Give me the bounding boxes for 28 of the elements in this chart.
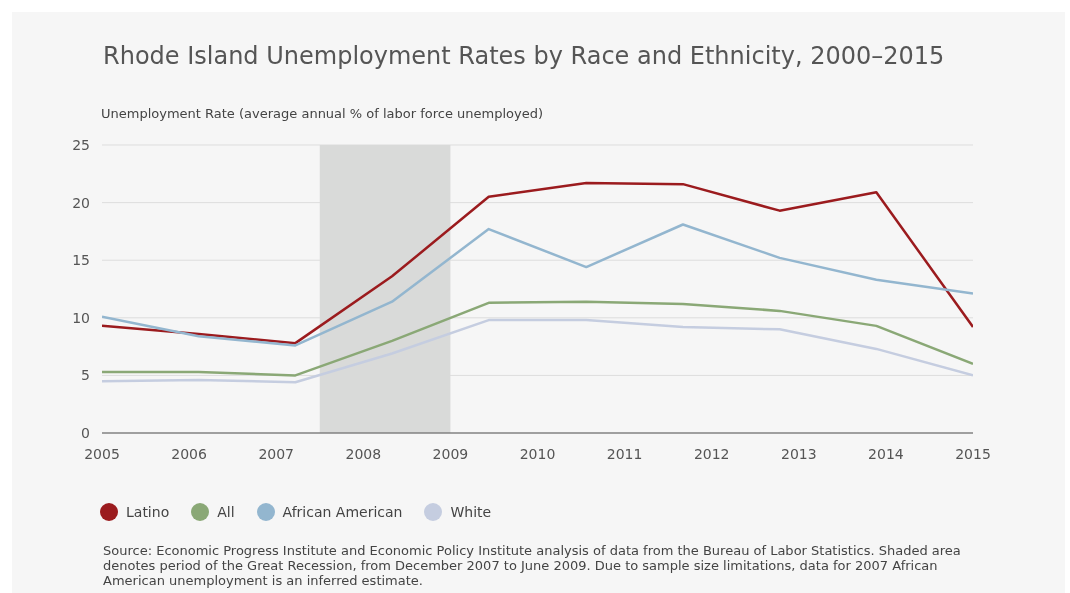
line-series [102,223,973,347]
y-tick-label: 0 [81,424,90,441]
y-axis-title: Unemployment Rate (average annual % of labor force unemployed) [101,106,544,121]
x-tick-label: 2014 [868,445,904,462]
y-tick-label: 10 [72,309,90,326]
x-tick-label: 2010 [519,445,556,462]
line-series [102,318,973,384]
y-tick-label: 15 [72,252,90,269]
x-tick-label: 2009 [432,445,469,462]
legend-label: White [450,504,492,520]
x-tick-label: 2015 [955,445,991,462]
legend-label: Latino [126,504,170,520]
legend-label: African American [282,504,403,520]
chart-title: Rhode Island Unemployment Rates by Race and Ethnicity, 2000–2015 [103,42,945,70]
y-tick-label: 20 [72,194,90,211]
x-tick-label: 2005 [84,445,120,462]
x-tick-label: 2006 [171,445,207,462]
y-tick-label: 25 [72,136,90,153]
legend-label: All [217,504,235,520]
source-note: Source: Economic Progress Institute and Economic Policy Institute analysis of data from the Bureau of Labor Statistics. Shaded area denotes period of the Great Recession, from December 2007 to June 2009. Due to sample size limitations, data for 2007 African American unemployment is an inferred estimate. [103,543,962,588]
x-tick-label: 2012 [693,445,730,462]
line-series [102,181,973,345]
x-tick-label: 2013 [780,445,817,462]
x-tick-label: 2007 [258,445,295,462]
x-tick-label: 2011 [606,445,643,462]
x-tick-label: 2008 [345,445,382,462]
y-tick-label: 5 [81,367,90,384]
line-series [102,300,973,377]
